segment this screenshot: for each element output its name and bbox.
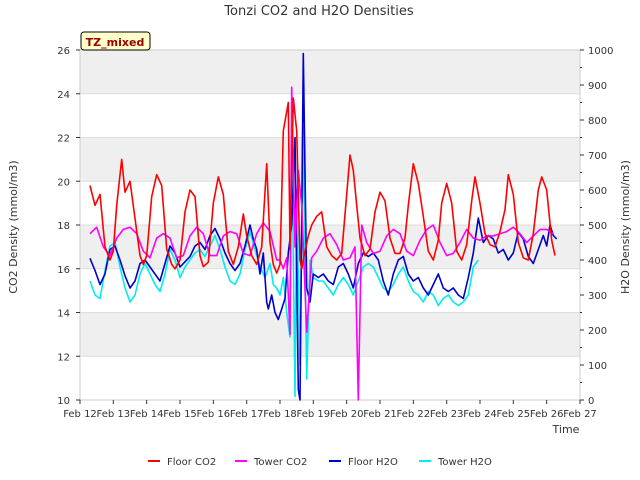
y-axis-label-left: CO2 Density (mmol/m3): [7, 160, 20, 293]
x-axis: Feb 12 Feb 13 Feb 14 Feb 15 Feb 16 Feb 17 Feb …: [63, 400, 597, 420]
x-tick-label: Feb 25: [497, 409, 531, 420]
y-axis-right: 0 100 200 300 400 500 600 700 800 900 1000: [580, 46, 613, 407]
y2-tick-label: 400: [588, 256, 607, 267]
x-tick-label: Feb 27: [563, 409, 597, 420]
y2-tick-label: 700: [588, 151, 607, 162]
x-tick-label: Feb 18: [263, 409, 297, 420]
x-tick-label: Feb 13: [97, 409, 131, 420]
y2-tick-label: 900: [588, 81, 607, 92]
x-tick-label: Feb 21: [363, 409, 397, 420]
annotation-box: TZ_mixed: [80, 31, 151, 51]
x-tick-label: Feb 24: [463, 409, 497, 420]
x-tick-label: Feb 19: [297, 409, 331, 420]
y-tick-label: 18: [57, 221, 70, 232]
legend-label: Floor H2O: [348, 457, 398, 468]
series-layer: [89, 52, 558, 401]
y2-tick-label: 500: [588, 221, 607, 232]
y2-tick-label: 200: [588, 326, 607, 337]
y-tick-label: 22: [57, 134, 70, 145]
grid-band: [80, 50, 580, 94]
legend: Floor CO2 Tower CO2 Floor H2O Tower H2O: [148, 457, 492, 468]
x-tick-label: Feb 14: [130, 409, 164, 420]
legend-label: Tower H2O: [437, 457, 492, 468]
x-tick-label: Feb 26: [530, 409, 564, 420]
legend-label: Tower CO2: [253, 457, 307, 468]
y2-tick-label: 800: [588, 116, 607, 127]
grid-band: [80, 137, 580, 182]
x-tick-label: Feb 17: [230, 409, 264, 420]
y-tick-label: 20: [57, 177, 70, 188]
legend-label: Floor CO2: [167, 457, 216, 468]
series-line-tower-h2o: [89, 119, 479, 398]
y2-tick-label: 0: [588, 396, 594, 407]
y2-tick-label: 300: [588, 291, 607, 302]
annotation-text: TZ_mixed: [86, 36, 145, 49]
chart-title: Tonzi CO2 and H2O Densities: [223, 4, 414, 19]
y2-tick-label: 1000: [588, 46, 613, 57]
x-tick-label: Feb 23: [430, 409, 464, 420]
y-tick-label: 14: [57, 309, 70, 320]
x-tick-label: Feb 20: [330, 409, 364, 420]
y-tick-label: 16: [57, 265, 70, 276]
x-axis-label: Time: [552, 423, 580, 436]
y-tick-label: 10: [57, 396, 70, 407]
y-tick-label: 26: [57, 46, 70, 57]
x-tick-label: Feb 15: [163, 409, 197, 420]
y2-tick-label: 600: [588, 186, 607, 197]
y-axis-left: 10 12 14 16 18 20 22 24 26: [57, 46, 80, 407]
x-tick-label: Feb 16: [197, 409, 231, 420]
y-tick-label: 24: [57, 90, 70, 101]
x-tick-label: Feb 22: [397, 409, 431, 420]
y-axis-label-right: H2O Density (mmol/m3): [619, 160, 632, 294]
y2-tick-label: 100: [588, 361, 607, 372]
series-line-floor-co2: [89, 97, 556, 274]
y-tick-label: 12: [57, 352, 70, 363]
x-tick-label: Feb 12: [63, 409, 97, 420]
grid-band: [80, 312, 580, 357]
